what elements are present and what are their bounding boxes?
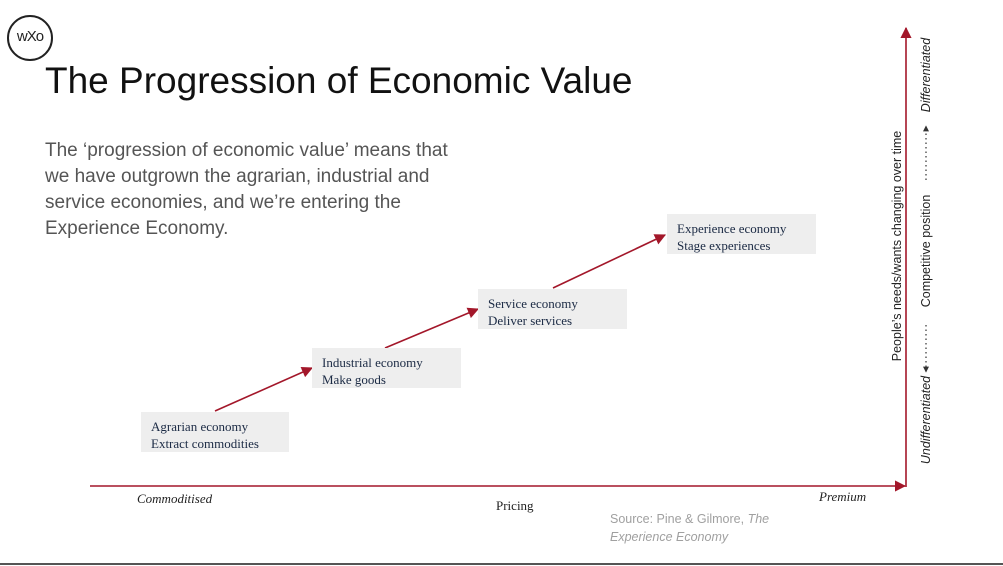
intro-line: Experience Economy.: [45, 218, 229, 239]
intro-line: we have outgrown the agrarian, industria…: [45, 166, 430, 187]
stage-box-agrarian: Agrarian economy Extract commodities: [141, 412, 289, 452]
stage-action: Make goods: [322, 372, 386, 387]
stage-action: Stage experiences: [677, 238, 771, 253]
stage-box-industrial: Industrial economy Make goods: [312, 348, 461, 388]
wxo-logo: wXo: [6, 14, 54, 62]
source-work-line1: The: [747, 512, 770, 526]
logo-circle-icon: [7, 15, 53, 61]
x-axis-low-label: Commoditised: [137, 491, 213, 506]
stage-action: Deliver services: [488, 313, 573, 328]
stage-arrow-2: [384, 307, 480, 349]
intro-line: The ‘progression of economic value’ mean…: [45, 140, 448, 161]
stage-name: Agrarian economy: [151, 419, 249, 434]
y-axis-low-label: Undifferentiated: [919, 375, 933, 465]
y-axis-label: People’s needs/wants changing over time: [890, 130, 904, 362]
logo-text: wXo: [16, 28, 44, 45]
stage-name: Experience economy: [677, 221, 787, 236]
page-title: The Progression of Economic Value: [45, 60, 633, 101]
stage-box-experience: Experience economy Stage experiences: [667, 214, 816, 254]
source-work-line2: Experience Economy: [610, 530, 729, 544]
stage-arrow-1: [214, 366, 314, 412]
stage-action: Extract commodities: [151, 436, 259, 451]
source-citation: Source: Pine & Gilmore, The Experience E…: [610, 510, 769, 546]
stage-name: Industrial economy: [322, 355, 423, 370]
intro-paragraph: The ‘progression of economic value’ mean…: [45, 138, 485, 242]
intro-line: service economies, and we’re entering th…: [45, 192, 401, 213]
y-axis-high-label: Differentiated: [919, 37, 933, 113]
x-axis-high-label: Premium: [819, 489, 867, 504]
stage-box-service: Service economy Deliver services: [478, 289, 627, 329]
bottom-divider: [0, 563, 1003, 565]
x-axis-label: Pricing: [496, 498, 534, 513]
stage-arrow-3: [552, 234, 667, 289]
stage-name: Service economy: [488, 296, 578, 311]
source-prefix: Source: Pine & Gilmore,: [610, 512, 748, 526]
y-axis-secondary-label: Competitive position: [919, 194, 933, 308]
